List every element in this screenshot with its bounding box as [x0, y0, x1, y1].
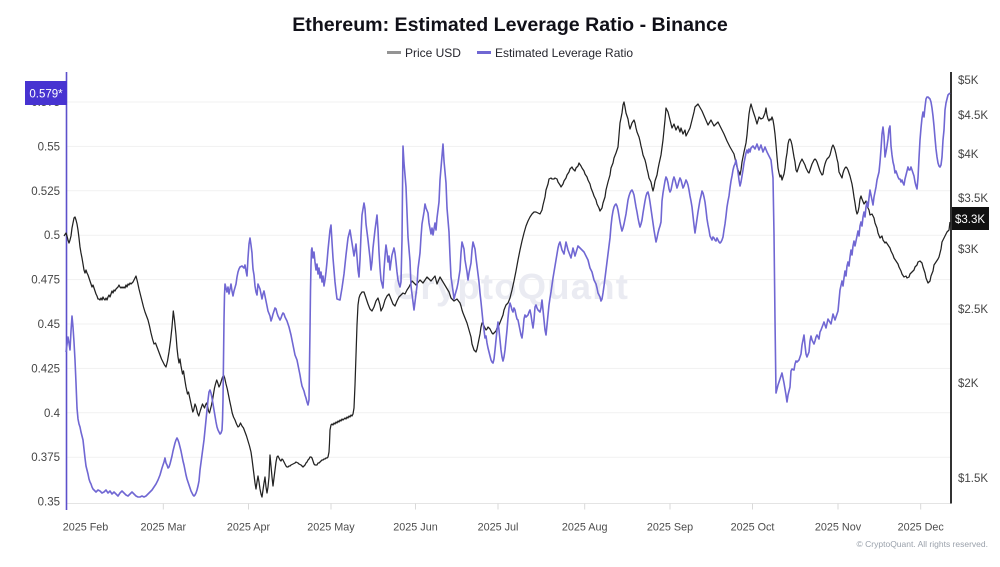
svg-text:0.45: 0.45 [38, 319, 60, 331]
svg-text:0.525: 0.525 [31, 186, 60, 198]
svg-text:2025 Jul: 2025 Jul [478, 522, 519, 534]
svg-text:0.5: 0.5 [44, 230, 60, 242]
svg-text:2025 Apr: 2025 Apr [227, 522, 271, 534]
svg-text:2025 May: 2025 May [307, 522, 355, 534]
svg-text:$3.3K: $3.3K [955, 214, 985, 226]
svg-text:0.55: 0.55 [38, 141, 60, 153]
svg-text:$3.5K: $3.5K [958, 193, 988, 205]
svg-text:0.425: 0.425 [31, 363, 60, 375]
svg-text:2025 Aug: 2025 Aug [562, 522, 608, 534]
svg-text:2025 Dec: 2025 Dec [898, 522, 945, 534]
svg-text:2025 Feb: 2025 Feb [63, 522, 109, 534]
svg-text:$3K: $3K [958, 244, 979, 256]
svg-text:0.4: 0.4 [44, 408, 61, 420]
svg-text:$1.5K: $1.5K [958, 473, 988, 485]
svg-text:$4K: $4K [958, 149, 979, 161]
svg-text:$5K: $5K [958, 75, 979, 87]
svg-text:$4.5K: $4.5K [958, 110, 988, 122]
svg-text:$2K: $2K [958, 378, 979, 390]
svg-text:© CryptoQuant. All rights rese: © CryptoQuant. All rights reserved. [857, 539, 988, 549]
svg-text:2025 Nov: 2025 Nov [815, 522, 862, 534]
svg-text:$2.5K: $2.5K [958, 304, 988, 316]
svg-text:0.375: 0.375 [31, 452, 60, 464]
svg-text:2025 Jun: 2025 Jun [393, 522, 437, 534]
svg-text:0.35: 0.35 [38, 497, 60, 509]
svg-text:2025 Sep: 2025 Sep [647, 522, 693, 534]
svg-text:0.579*: 0.579* [29, 89, 63, 101]
svg-text:0.475: 0.475 [31, 275, 60, 287]
svg-text:CryptoQuant: CryptoQuant [393, 266, 629, 307]
svg-text:2025 Oct: 2025 Oct [731, 522, 775, 534]
svg-text:2025 Mar: 2025 Mar [140, 522, 186, 534]
